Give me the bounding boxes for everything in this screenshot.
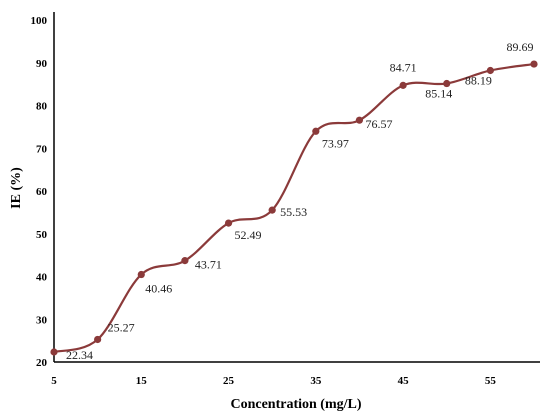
x-tick-label: 5 [51, 375, 57, 387]
data-point [312, 127, 320, 135]
data-label: 55.53 [280, 205, 307, 219]
data-label: 89.69 [507, 40, 534, 54]
axes [53, 12, 540, 363]
x-tick-label: 35 [310, 375, 322, 387]
data-point [224, 219, 233, 227]
y-tick-label: 100 [31, 15, 48, 27]
y-tick-label: 60 [36, 186, 48, 198]
data-point [137, 270, 145, 279]
data-point [399, 81, 407, 89]
x-tick-label: 45 [398, 375, 410, 387]
y-tick-label: 20 [36, 357, 48, 369]
data-label: 52.49 [235, 228, 262, 242]
data-labels: 22.34 25.27 40.46 43.71 52.49 55.53 73.97 76.57… [66, 40, 534, 362]
y-tick-label: 80 [36, 101, 48, 113]
data-point [355, 116, 364, 124]
y-tick-labels: 20 30 40 50 60 70 80 90 100 [31, 15, 48, 369]
data-label: 85.14 [425, 87, 452, 101]
data-label: 25.27 [108, 320, 135, 334]
data-point [486, 66, 494, 75]
x-axis-title: Concentration (mg/L) [230, 397, 361, 412]
data-point [443, 79, 451, 88]
data-point [94, 335, 102, 344]
data-label: 40.46 [145, 282, 172, 296]
y-tick-label: 40 [36, 272, 48, 284]
data-label: 73.97 [322, 136, 349, 150]
y-tick-label: 30 [36, 314, 48, 326]
data-label: 88.19 [465, 73, 492, 87]
data-label: 84.71 [390, 60, 417, 74]
x-tick-labels: 5 15 25 35 45 55 [51, 375, 496, 387]
x-tick-label: 15 [136, 375, 148, 387]
y-tick-label: 50 [36, 229, 48, 241]
x-tick-label: 55 [485, 375, 497, 387]
y-tick-label: 90 [36, 58, 48, 70]
y-axis-title: IE (%) [9, 167, 24, 209]
data-point [268, 206, 276, 214]
data-label: 22.34 [66, 348, 93, 362]
data-point [530, 60, 538, 68]
data-markers [50, 60, 538, 356]
data-label: 76.57 [365, 117, 392, 131]
x-tick-label: 25 [223, 375, 235, 387]
data-point [181, 257, 189, 265]
data-point [50, 348, 58, 356]
y-tick-label: 70 [36, 143, 48, 155]
data-label: 43.71 [195, 258, 222, 272]
